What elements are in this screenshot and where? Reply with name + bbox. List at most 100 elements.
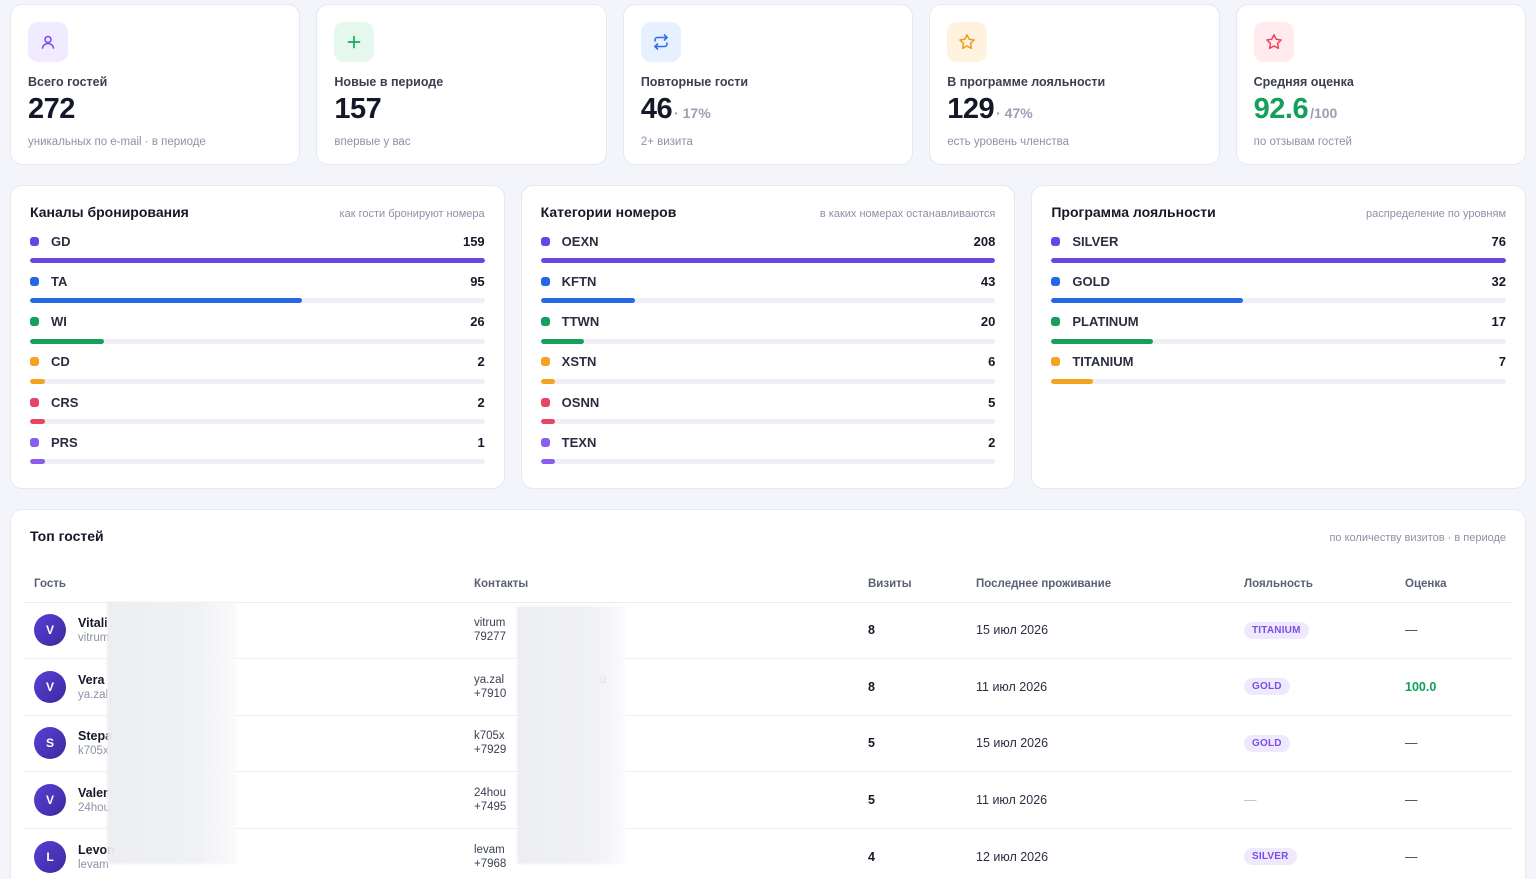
distribution-count: 208: [973, 233, 996, 249]
progress-track: [30, 378, 485, 384]
distribution-item-name: OEXN: [540, 233, 599, 249]
distribution-count: 43: [980, 273, 996, 289]
star-icon: [947, 22, 988, 62]
user-icon: [28, 22, 68, 62]
visits-count: 5: [868, 793, 875, 808]
distribution-item: CD 2: [30, 354, 485, 394]
visits-cell: 4: [857, 828, 965, 879]
progress-fill: [540, 419, 556, 425]
kpi-value: 46: [640, 93, 673, 125]
guest-name[interactable]: Valer: [78, 786, 108, 801]
guest-name[interactable]: Levon: [78, 842, 115, 857]
table-row[interactable]: V Vitali vitrum vitrum 79277 8 15 июл 20…: [23, 602, 1513, 660]
distribution-item: OEXN 208: [540, 233, 996, 273]
distribution-hint: распределение по уровням: [1366, 208, 1507, 220]
privacy-blur-guest: [107, 602, 237, 864]
last-stay-date: 11 июл 2026: [976, 793, 1048, 808]
progress-fill: [540, 459, 556, 465]
distribution-item-name: CD: [30, 354, 70, 369]
distribution-count: 2: [477, 354, 485, 370]
kpi-label: Новые в периоде: [334, 75, 444, 89]
distribution-label: OEXN: [561, 233, 599, 249]
last-stay-date: 15 июл 2026: [976, 736, 1049, 751]
loyalty-badge: TITANIUM: [1244, 621, 1309, 639]
avatar: S: [34, 727, 66, 760]
kpi-row: Всего гостей 272 уникальных по e-mail · …: [10, 4, 1527, 165]
visits-cell: 8: [857, 658, 965, 716]
guest-name[interactable]: Vera: [78, 672, 105, 687]
visits-count: 8: [868, 623, 875, 638]
progress-fill: [30, 459, 45, 465]
distribution-label: SILVER: [1072, 233, 1119, 249]
table-row[interactable]: V Valer 24hou 24hou +7495 5 11 июл 2026 …: [23, 771, 1513, 829]
last-stay-cell: 15 июл 2026: [965, 715, 1233, 773]
kpi-label: Всего гостей: [28, 75, 108, 89]
distribution-label: XSTN: [561, 354, 597, 370]
score-cell: —: [1394, 602, 1513, 660]
table-row[interactable]: S Stepa k705x k705x +7929 5 15 июл 2026 …: [23, 715, 1513, 773]
progress-track: [1051, 378, 1507, 384]
kpi-value: 157: [334, 93, 382, 125]
last-stay-date: 11 июл 2026: [976, 679, 1048, 694]
visits-cell: 5: [857, 771, 965, 829]
guest-name[interactable]: Stepa: [78, 729, 113, 744]
loyalty-badge: SILVER: [1244, 848, 1297, 866]
avatar: V: [34, 784, 66, 817]
distribution-item: TA 95: [30, 273, 485, 313]
avatar: V: [34, 670, 66, 703]
legend-dot: [30, 437, 39, 447]
contact-email: vitrum: [474, 617, 506, 630]
guest-cell: L Levon levam: [23, 828, 463, 879]
score-empty: —: [1405, 623, 1418, 638]
distribution-title: Каналы бронирования: [30, 204, 189, 220]
column-header-last-stay[interactable]: Последнее проживание: [965, 566, 1233, 603]
legend-dot: [30, 276, 39, 286]
distribution-item-name: GD: [30, 234, 71, 249]
kpi-suffix: /100: [1310, 105, 1338, 121]
progress-track: [540, 298, 996, 304]
distribution-item: TTWN 20: [540, 314, 996, 354]
column-header-guest[interactable]: Гость: [23, 566, 463, 603]
distribution-item-name: TEXN: [540, 435, 596, 450]
column-header-score[interactable]: Оценка: [1394, 566, 1513, 603]
distribution-label: WI: [51, 314, 67, 330]
contact-phone: 79277: [474, 631, 506, 644]
last-stay-cell: 11 июл 2026: [965, 658, 1233, 716]
column-header-loyalty[interactable]: Лояльность: [1233, 566, 1394, 603]
guest-name[interactable]: Vitali: [78, 616, 108, 631]
kpi-value: 92.6: [1253, 93, 1309, 125]
guest-cell: V Valer 24hou: [23, 771, 463, 829]
table-row[interactable]: V Vera ya.zal ya.zal u +7910 8 11 июл 20…: [23, 658, 1513, 716]
distribution-item: SILVER 76: [1051, 233, 1507, 273]
legend-dot: [30, 397, 39, 407]
distribution-count: 159: [462, 233, 485, 249]
progress-fill: [1051, 258, 1507, 263]
table-header-row: Гость Контакты Визиты Последнее проживан…: [23, 566, 1513, 603]
column-header-visits[interactable]: Визиты: [857, 566, 965, 603]
star-outline-icon: [1253, 22, 1294, 62]
column-header-contacts[interactable]: Контакты: [463, 566, 857, 603]
privacy-blur-contacts: [517, 606, 625, 864]
last-stay-date: 15 июл 2026: [976, 623, 1049, 638]
distribution-label: PRS: [51, 434, 78, 450]
kpi-subtitle: уникальных по e-mail · в периоде: [28, 136, 206, 148]
distribution-label: TITANIUM: [1072, 354, 1134, 370]
score-cell: —: [1394, 771, 1513, 829]
kpi-suffix: · 17%: [674, 105, 711, 121]
guest-email: k705x: [78, 745, 109, 758]
plus-icon: [334, 22, 375, 62]
progress-track: [540, 459, 996, 465]
progress-track: [30, 258, 485, 263]
table-row[interactable]: L Levon levam levam +7968 4 12 июл 2026 …: [23, 828, 1513, 879]
distribution-item: XSTN 6: [540, 354, 996, 394]
contact-email: levam: [474, 843, 505, 856]
last-stay-cell: 11 июл 2026: [965, 771, 1233, 829]
legend-dot: [1051, 236, 1061, 246]
kpi-subtitle: впервые у вас: [334, 136, 411, 148]
distribution-count: 6: [988, 354, 996, 370]
distribution-item: GOLD 32: [1051, 273, 1507, 313]
distribution-count: 20: [980, 314, 996, 330]
score-cell: —: [1394, 715, 1513, 773]
score-empty: —: [1405, 736, 1418, 751]
kpi-subtitle: 2+ визита: [640, 136, 693, 148]
